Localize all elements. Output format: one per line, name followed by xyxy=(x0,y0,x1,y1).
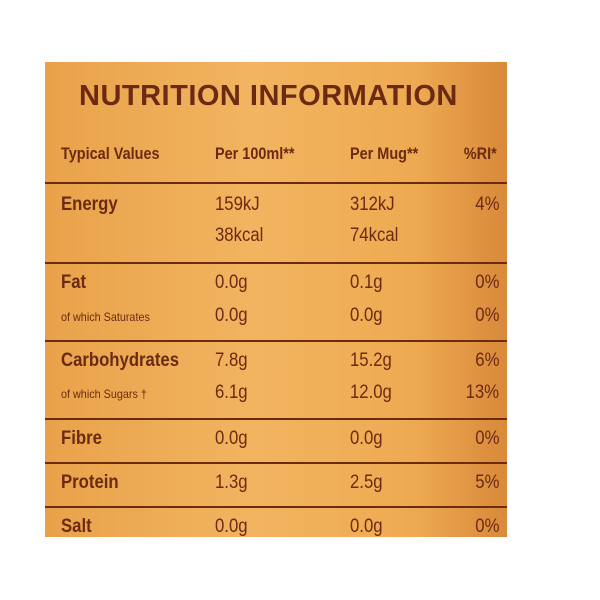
rule xyxy=(45,506,507,508)
ri-percent: 0% xyxy=(474,305,499,326)
row-label: Salt xyxy=(61,516,92,537)
title: NUTRITION INFORMATION xyxy=(79,80,458,112)
per-100ml: 38kcal xyxy=(215,225,264,246)
per-mug: 0.0g xyxy=(350,305,383,326)
rule xyxy=(45,182,507,184)
per-mug: 15.2g xyxy=(350,350,392,371)
nutrition-label: NUTRITION INFORMATION Typical Values Per … xyxy=(45,62,507,537)
row-label: Carbohydrates xyxy=(61,350,180,371)
per-mug: 12.0g xyxy=(350,382,392,403)
per-100ml: 0.0g xyxy=(215,516,248,537)
row-label: Fibre xyxy=(61,428,102,449)
per-100ml: 7.8g xyxy=(215,350,248,371)
per-100ml: 6.1g xyxy=(215,382,248,403)
row-sublabel: of which Sugars † xyxy=(61,387,147,401)
rule xyxy=(45,418,507,420)
rule xyxy=(45,340,507,342)
per-mug: 2.5g xyxy=(350,472,383,493)
per-mug: 312kJ xyxy=(350,194,395,215)
row-label: Protein xyxy=(61,472,119,493)
per-100ml: 159kJ xyxy=(215,194,260,215)
column-header: Per Mug** xyxy=(350,144,419,163)
row-label: Fat xyxy=(61,272,87,293)
ri-percent: 0% xyxy=(474,272,499,293)
per-100ml: 1.3g xyxy=(215,472,248,493)
ri-percent: 13% xyxy=(465,382,499,403)
row-label: Energy xyxy=(61,194,118,215)
rule xyxy=(45,262,507,264)
per-100ml: 0.0g xyxy=(215,272,248,293)
per-mug: 0.0g xyxy=(350,516,383,537)
rule xyxy=(45,462,507,464)
per-mug: 74kcal xyxy=(350,225,399,246)
ri-percent: 4% xyxy=(474,194,499,215)
column-header: Typical Values xyxy=(61,144,160,163)
column-header: Per 100ml** xyxy=(215,144,295,163)
per-100ml: 0.0g xyxy=(215,305,248,326)
ri-percent: 6% xyxy=(474,350,499,371)
ri-percent: 5% xyxy=(474,472,499,493)
per-100ml: 0.0g xyxy=(215,428,248,449)
column-header: %RI* xyxy=(464,144,497,163)
ri-percent: 0% xyxy=(474,428,499,449)
per-mug: 0.1g xyxy=(350,272,383,293)
ri-percent: 0% xyxy=(474,516,499,537)
per-mug: 0.0g xyxy=(350,428,383,449)
row-sublabel: of which Saturates xyxy=(61,310,150,324)
